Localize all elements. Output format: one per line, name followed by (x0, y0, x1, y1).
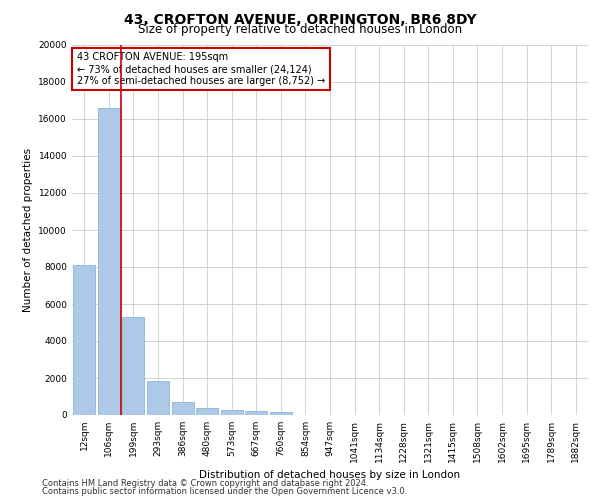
Bar (196, 408, 218, 415)
X-axis label: Distribution of detached houses by size in London: Distribution of detached houses by size … (199, 470, 461, 480)
Bar (172, 402, 194, 415)
Text: Size of property relative to detached houses in London: Size of property relative to detached ho… (138, 22, 462, 36)
Bar (147, 381, 169, 415)
Bar (221, 410, 243, 415)
Text: 43, CROFTON AVENUE, ORPINGTON, BR6 8DY: 43, CROFTON AVENUE, ORPINGTON, BR6 8DY (124, 12, 476, 26)
Bar (98, 108, 120, 415)
Bar (270, 412, 292, 415)
Text: Contains HM Land Registry data © Crown copyright and database right 2024.: Contains HM Land Registry data © Crown c… (42, 478, 368, 488)
Bar (122, 317, 145, 415)
Y-axis label: Number of detached properties: Number of detached properties (23, 148, 33, 312)
Bar (73, 265, 95, 415)
Text: 43 CROFTON AVENUE: 195sqm
← 73% of detached houses are smaller (24,124)
27% of s: 43 CROFTON AVENUE: 195sqm ← 73% of detac… (77, 52, 325, 86)
Bar (245, 412, 268, 415)
Text: Contains public sector information licensed under the Open Government Licence v3: Contains public sector information licen… (42, 487, 407, 496)
